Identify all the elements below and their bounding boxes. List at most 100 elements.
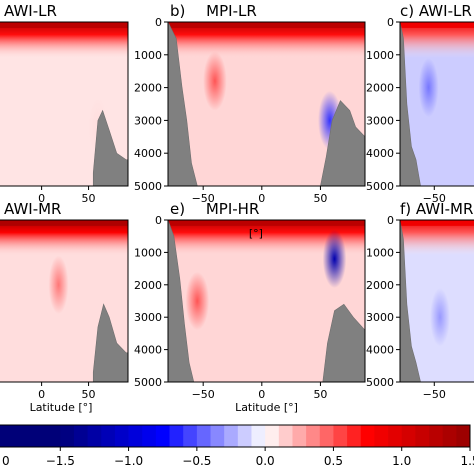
surface-anomaly bbox=[0, 220, 128, 256]
y-tick-label: 3000 bbox=[366, 311, 394, 324]
surface-core bbox=[400, 220, 474, 226]
colorbar-cell bbox=[224, 425, 239, 447]
panel-6: 0 1000 2000 3000 4000 5000 −50 f) AWI-MR bbox=[366, 200, 474, 401]
y-tick-label: 4000 bbox=[134, 147, 162, 160]
colorbar-cell bbox=[415, 425, 430, 447]
colorbar-cell bbox=[251, 425, 266, 447]
colorbar-tick-label: −1.0 bbox=[114, 454, 143, 468]
colorbar-cell bbox=[333, 425, 348, 447]
x-tick-label: 0 bbox=[38, 388, 45, 401]
colorbar-cell bbox=[0, 425, 7, 447]
colorbar-frame bbox=[0, 424, 471, 448]
y-tick-label: 4000 bbox=[366, 344, 394, 357]
y-tick-label: 0 bbox=[387, 16, 394, 29]
x-axis-label: Latitude [°] bbox=[30, 401, 93, 414]
panel-title: f) AWI-MR bbox=[400, 200, 473, 218]
anomaly-feature bbox=[185, 271, 210, 331]
x-tick-label: 50 bbox=[313, 192, 327, 205]
colorbar-tick-label: 1.5 bbox=[460, 454, 474, 468]
y-tick-label: 5000 bbox=[134, 180, 162, 193]
colorbar-cell bbox=[60, 425, 75, 447]
y-tick-label: 0 bbox=[387, 214, 394, 227]
panel-title-text: MPI-LR bbox=[206, 2, 257, 20]
colorbar-cell bbox=[101, 425, 116, 447]
panel-2: 0 1000 2000 3000 4000 5000 −50 0 50 b) MPI-LR bbox=[134, 2, 366, 205]
colorbar-cell bbox=[429, 425, 444, 447]
axes-frame bbox=[0, 21, 129, 187]
colorbar-cell bbox=[210, 425, 225, 447]
anomaly-feature bbox=[430, 288, 450, 347]
anomaly-feature bbox=[322, 229, 347, 289]
y-tick-label: 3000 bbox=[366, 114, 394, 127]
colorbar-cell bbox=[306, 425, 321, 447]
colorbar-cell bbox=[73, 425, 88, 447]
colorbar-cell bbox=[46, 425, 61, 447]
bathymetry bbox=[400, 22, 421, 186]
colorbar-tick-label: 0.0 bbox=[256, 454, 275, 468]
colorbar-cell bbox=[19, 425, 34, 447]
colorbar-edge-label: 0 bbox=[2, 454, 10, 468]
panel-field bbox=[400, 22, 474, 186]
surface-anomaly bbox=[400, 220, 474, 256]
anomaly-feature bbox=[418, 58, 439, 118]
panel-1: 0 50 AWI-LR bbox=[0, 2, 129, 205]
panel-3: 0 1000 2000 3000 4000 5000 −50 c) AWI-LR bbox=[366, 2, 474, 205]
colorbar-cell bbox=[292, 425, 307, 447]
colorbar-cell bbox=[388, 425, 403, 447]
colorbar-cell bbox=[5, 425, 20, 447]
colorbar-cell bbox=[183, 425, 198, 447]
y-tick-label: 2000 bbox=[134, 82, 162, 95]
surface-anomaly bbox=[0, 22, 128, 59]
surface-core bbox=[0, 220, 128, 226]
panel-field bbox=[0, 22, 128, 186]
colorbar-cell bbox=[360, 425, 375, 447]
colorbar-cell bbox=[265, 425, 280, 447]
surface-core bbox=[168, 22, 365, 28]
axes-frame bbox=[399, 21, 474, 187]
surface-core bbox=[0, 22, 128, 28]
colorbar-cell bbox=[278, 425, 293, 447]
x-tick-label: 0 bbox=[258, 388, 265, 401]
y-tick-label: 1000 bbox=[366, 246, 394, 259]
x-axis-label: Latitude [°] bbox=[235, 401, 298, 414]
surface-core bbox=[168, 220, 365, 226]
y-tick-label: 2000 bbox=[134, 279, 162, 292]
x-tick-label: −50 bbox=[423, 388, 446, 401]
axes-frame bbox=[399, 219, 474, 383]
y-tick-label: 4000 bbox=[134, 344, 162, 357]
x-tick-label: 0 bbox=[38, 192, 45, 205]
surface-anomaly bbox=[400, 22, 474, 59]
y-tick-label: 1000 bbox=[134, 49, 162, 62]
bathymetry bbox=[322, 303, 365, 382]
colorbar-cell bbox=[87, 425, 102, 447]
colorbar-cell bbox=[442, 425, 457, 447]
panel-title: b) MPI-LR bbox=[170, 2, 257, 20]
bathymetry bbox=[320, 100, 365, 186]
y-tick-label: 5000 bbox=[366, 376, 394, 389]
anomaly-feature bbox=[48, 255, 69, 314]
colorbar-cell bbox=[196, 425, 211, 447]
colorbar: −1.5 −1.0 −0.5 0.0 0.5 1.0 1.5 0 bbox=[0, 424, 474, 468]
bathymetry bbox=[92, 303, 128, 382]
colorbar-cell bbox=[319, 425, 334, 447]
colorbar-cell bbox=[347, 425, 362, 447]
y-tick-label: 4000 bbox=[366, 147, 394, 160]
y-tick-label: 0 bbox=[155, 214, 162, 227]
anomaly-feature bbox=[203, 51, 227, 111]
panel-field bbox=[0, 220, 128, 382]
surface-core bbox=[400, 22, 474, 28]
colorbar-cell bbox=[32, 425, 48, 447]
bathymetry bbox=[92, 109, 128, 186]
y-tick-label: 1000 bbox=[134, 246, 162, 259]
bathymetry bbox=[168, 220, 195, 382]
colorbar-cell bbox=[401, 425, 416, 447]
colorbar-tick-label: −0.5 bbox=[182, 454, 211, 468]
y-tick-label: 0 bbox=[155, 16, 162, 29]
x-tick-label: 50 bbox=[82, 388, 96, 401]
panel-5: 0 1000 2000 3000 4000 5000 −50 0 50 Latitude [°] [… bbox=[134, 200, 366, 414]
colorbar-tick-label: 1.0 bbox=[392, 454, 411, 468]
x-tick-label: 50 bbox=[313, 388, 327, 401]
bathymetry bbox=[400, 220, 421, 382]
